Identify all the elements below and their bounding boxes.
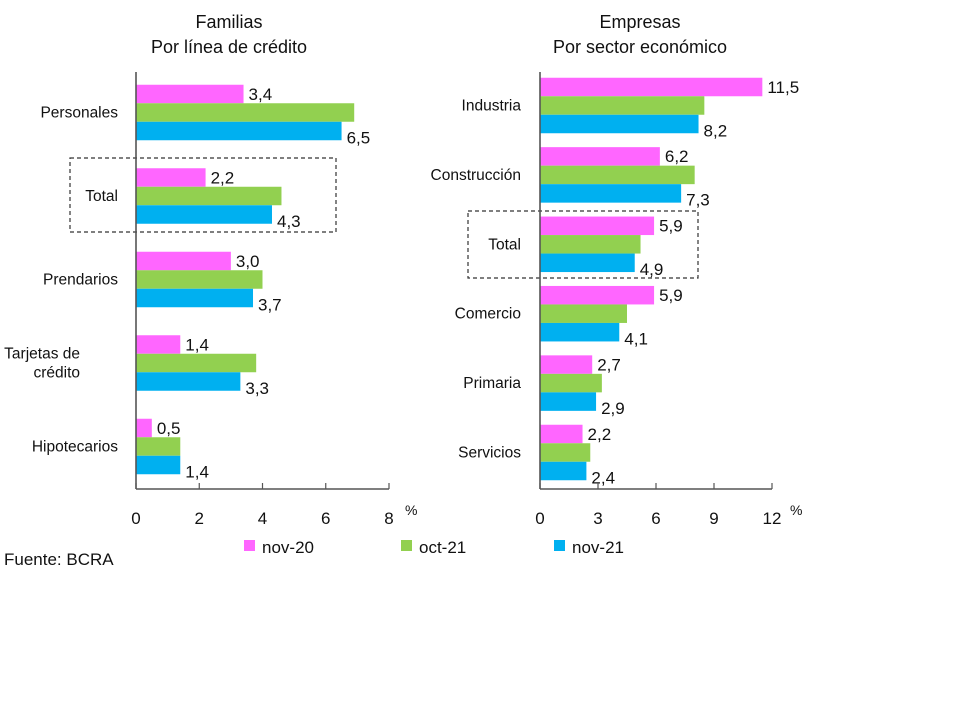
data-label: 8,2	[704, 121, 728, 140]
category-label: Prendarios	[43, 272, 118, 289]
data-label: 6,5	[347, 128, 371, 147]
bar-nov-20	[136, 168, 206, 187]
highlight-box-total	[467, 210, 699, 279]
category-label: Total	[488, 236, 521, 253]
category-label: Personales	[40, 105, 118, 122]
category-label: Industria	[462, 98, 522, 115]
category-label: Comercio	[455, 306, 521, 323]
chart-subtitle: Por línea de crédito	[151, 37, 307, 57]
legend-item-nov-21: nov-21	[554, 538, 624, 557]
x-tick-label: 8	[384, 509, 393, 528]
bar-oct-21	[136, 270, 263, 289]
category-label: Hipotecarios	[32, 439, 118, 456]
bar-nov-20	[540, 147, 660, 166]
data-label: 2,2	[588, 425, 612, 444]
chart-familias: Familias Por línea de crédito Personales…	[4, 12, 417, 528]
x-axis-unit: %	[790, 502, 802, 518]
category-label: Construcción	[431, 167, 521, 184]
legend-label: nov-21	[572, 538, 624, 557]
data-label: 1,4	[185, 462, 209, 481]
legend-item-oct-21: oct-21	[401, 538, 466, 557]
legend-swatch	[401, 540, 412, 551]
bar-oct-21	[136, 103, 355, 122]
highlight-box-total	[69, 157, 337, 233]
bar-nov-21	[540, 322, 620, 342]
bar-nov-20	[540, 355, 593, 374]
data-label: 4,3	[277, 212, 301, 231]
bar-nov-21	[136, 372, 241, 391]
chart-subtitle: Por sector económico	[553, 37, 727, 57]
chart-title: Familias	[195, 12, 262, 32]
legend: nov-20 oct-21 nov-21	[244, 538, 624, 557]
category-label: Servicios	[458, 445, 521, 462]
legend-label: nov-20	[262, 538, 314, 557]
bar-nov-21	[540, 392, 597, 411]
x-tick-label: 9	[709, 509, 718, 528]
data-label: 2,9	[601, 399, 625, 418]
bar-nov-20	[136, 335, 181, 354]
bar-nov-21	[540, 184, 682, 203]
legend-item-nov-20: nov-20	[244, 538, 314, 557]
bar-oct-21	[540, 165, 695, 185]
data-label: 7,3	[686, 191, 710, 210]
category-label: crédito	[33, 365, 80, 382]
data-label: 0,5	[157, 419, 181, 438]
x-tick-label: 3	[593, 509, 602, 528]
bar-nov-21	[136, 121, 342, 141]
bar-nov-21	[136, 205, 272, 224]
legend-swatch	[244, 540, 255, 551]
category-label: Total	[85, 188, 118, 205]
data-label: 2,4	[591, 468, 615, 487]
bar-oct-21	[136, 437, 181, 456]
x-tick-label: 6	[321, 509, 330, 528]
bar-nov-20	[540, 77, 763, 97]
category-label: Tarjetas de	[4, 346, 80, 363]
data-label: 5,9	[659, 217, 683, 236]
x-tick-label: 12	[763, 509, 782, 528]
x-tick-label: 2	[195, 509, 204, 528]
x-tick-label: 0	[131, 509, 140, 528]
data-label: 5,9	[659, 286, 683, 305]
bar-nov-20	[540, 285, 655, 305]
data-label: 1,4	[185, 335, 209, 354]
bar-oct-21	[136, 186, 282, 206]
data-label: 2,7	[597, 355, 621, 374]
chart-empresas: Empresas Por sector económico Industria 1…	[431, 12, 803, 528]
category-label: Primaria	[463, 375, 521, 392]
data-label: 3,4	[249, 85, 273, 104]
x-axis-unit: %	[405, 502, 417, 518]
bar-nov-20	[540, 424, 583, 444]
legend-swatch	[554, 540, 565, 551]
data-label: 4,9	[640, 260, 664, 279]
bar-oct-21	[540, 443, 591, 462]
data-label: 4,1	[624, 329, 648, 348]
chart-title: Empresas	[599, 12, 680, 32]
bar-oct-21	[540, 304, 627, 323]
data-label: 3,7	[258, 295, 282, 314]
x-tick-label: 0	[535, 509, 544, 528]
bar-nov-20	[136, 251, 231, 271]
bar-nov-20	[136, 418, 152, 438]
data-label: 6,2	[665, 147, 689, 166]
bar-nov-20	[540, 216, 655, 236]
data-label: 3,0	[236, 252, 260, 271]
bar-nov-21	[540, 253, 635, 273]
data-label: 2,2	[211, 168, 235, 187]
bar-nov-20	[136, 84, 244, 104]
bar-oct-21	[540, 96, 705, 115]
bar-nov-21	[136, 455, 181, 475]
data-label: 11,5	[767, 78, 799, 97]
bar-nov-21	[540, 114, 699, 134]
bar-oct-21	[540, 373, 602, 393]
bar-oct-21	[540, 235, 641, 254]
data-label: 3,3	[245, 379, 269, 398]
bar-nov-21	[136, 288, 254, 308]
x-tick-label: 6	[651, 509, 660, 528]
bar-oct-21	[136, 353, 257, 373]
bar-nov-21	[540, 461, 587, 481]
x-tick-label: 4	[258, 509, 267, 528]
legend-label: oct-21	[419, 538, 466, 557]
source-note: Fuente: BCRA	[4, 550, 114, 569]
